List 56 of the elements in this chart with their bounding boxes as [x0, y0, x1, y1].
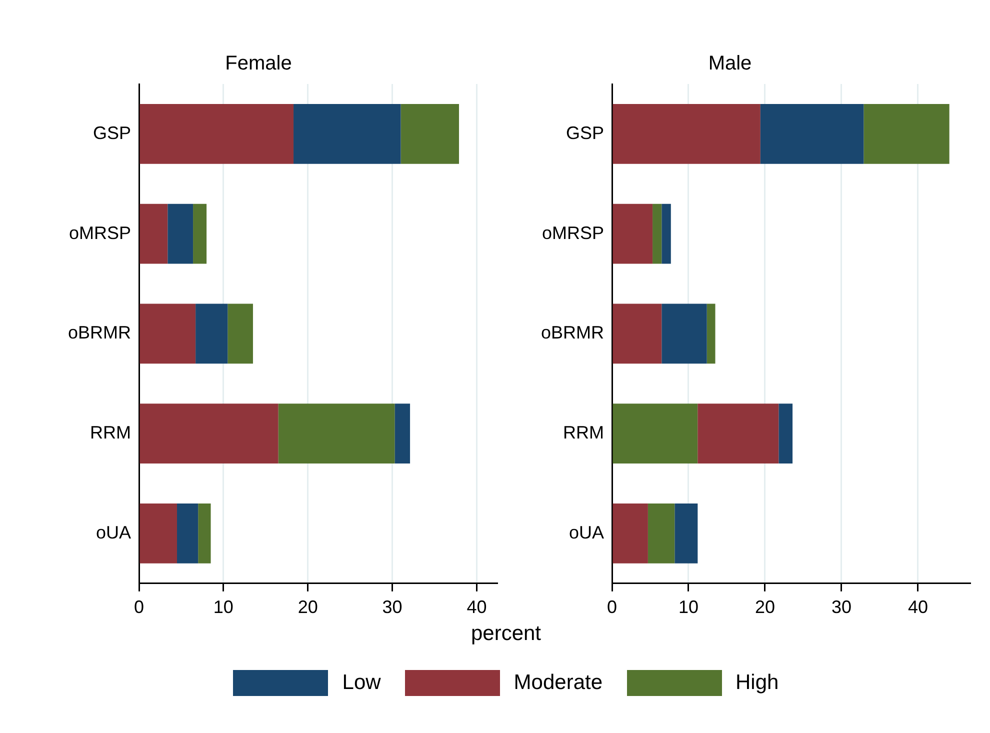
- bar: [394, 404, 410, 464]
- bar: [140, 404, 278, 464]
- x-tick-label: 30: [831, 597, 852, 618]
- y-tick-label: RRM: [90, 422, 131, 443]
- y-tick-label: RRM: [563, 422, 604, 443]
- y-tick-label: GSP: [92, 122, 131, 143]
- bar: [662, 204, 671, 264]
- bar: [864, 104, 950, 164]
- y-tick-label: oBRMR: [540, 322, 604, 343]
- bar: [706, 304, 716, 364]
- y-tick-label: oUA: [568, 522, 604, 542]
- bar: [612, 304, 662, 364]
- x-axis-title: percent: [470, 622, 542, 646]
- bar: [612, 104, 760, 164]
- bar: [140, 204, 168, 264]
- bar: [648, 503, 675, 564]
- bar: [140, 104, 294, 164]
- y-tick-label: oMRSP: [68, 222, 131, 243]
- bar: [760, 104, 864, 164]
- bar: [198, 503, 211, 564]
- bar: [140, 503, 177, 564]
- y-tick-label: oMRSP: [542, 222, 604, 243]
- bar: [674, 503, 698, 564]
- bar: [400, 104, 460, 164]
- y-tick-label: oUA: [96, 522, 131, 542]
- bar: [778, 404, 793, 464]
- x-tick-label: 20: [754, 597, 776, 618]
- bar: [612, 204, 653, 264]
- bar: [698, 404, 779, 464]
- bar: [176, 503, 198, 564]
- bar: [652, 204, 662, 264]
- bar: [662, 304, 707, 364]
- legend-label: Moderate: [514, 671, 603, 695]
- x-tick-label: 10: [213, 597, 234, 618]
- bar: [140, 304, 196, 364]
- chart-title: Male: [708, 52, 752, 75]
- bar: [294, 104, 401, 164]
- x-tick-label: 20: [298, 597, 318, 618]
- chart-title: Female: [225, 52, 292, 75]
- x-tick-label: 0: [606, 597, 618, 618]
- x-tick-label: 40: [466, 597, 487, 618]
- bar: [228, 304, 253, 364]
- bar: [612, 503, 648, 564]
- x-tick-label: 10: [678, 597, 699, 618]
- x-tick-label: 30: [382, 597, 402, 618]
- bar: [193, 204, 207, 264]
- legend-label: High: [736, 671, 779, 695]
- bar: [612, 404, 698, 464]
- y-tick-label: GSP: [566, 122, 604, 143]
- y-tick-label: oBRMR: [68, 322, 131, 343]
- legend-label: Low: [342, 671, 381, 695]
- x-tick-label: 40: [908, 597, 928, 618]
- x-tick-label: 0: [134, 597, 144, 618]
- bar: [278, 404, 395, 464]
- bar: [168, 204, 194, 264]
- bar: [196, 304, 228, 364]
